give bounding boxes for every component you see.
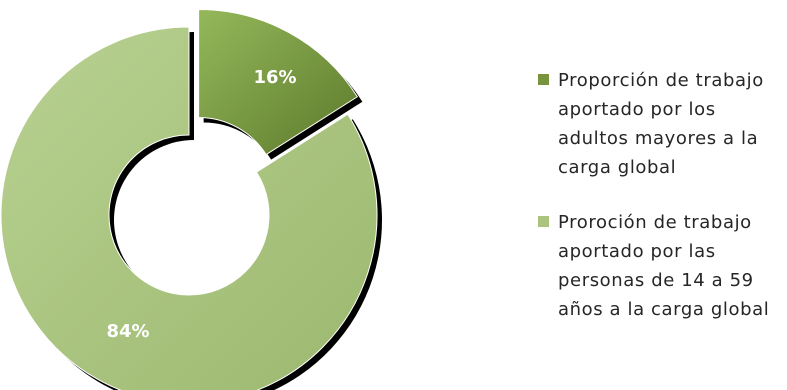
legend-swatch-0: [538, 74, 549, 85]
data-label-0: 16%: [253, 67, 296, 88]
data-labels: 16% 84%: [106, 67, 296, 342]
legend-item-1: Proroción de trabajo aportado por las pe…: [538, 208, 787, 324]
legend-label-1: Proroción de trabajo aportado por las pe…: [558, 212, 770, 320]
slice-0: [198, 8, 359, 156]
legend: Proporción de trabajo aportado por los a…: [538, 66, 787, 350]
legend-label-0: Proporción de trabajo aportado por los a…: [558, 70, 764, 178]
slice-1: [0, 26, 378, 390]
legend-swatch-1: [538, 216, 549, 227]
legend-item-0: Proporción de trabajo aportado por los a…: [538, 66, 787, 182]
slices: [0, 8, 378, 390]
data-label-1: 84%: [106, 321, 149, 342]
